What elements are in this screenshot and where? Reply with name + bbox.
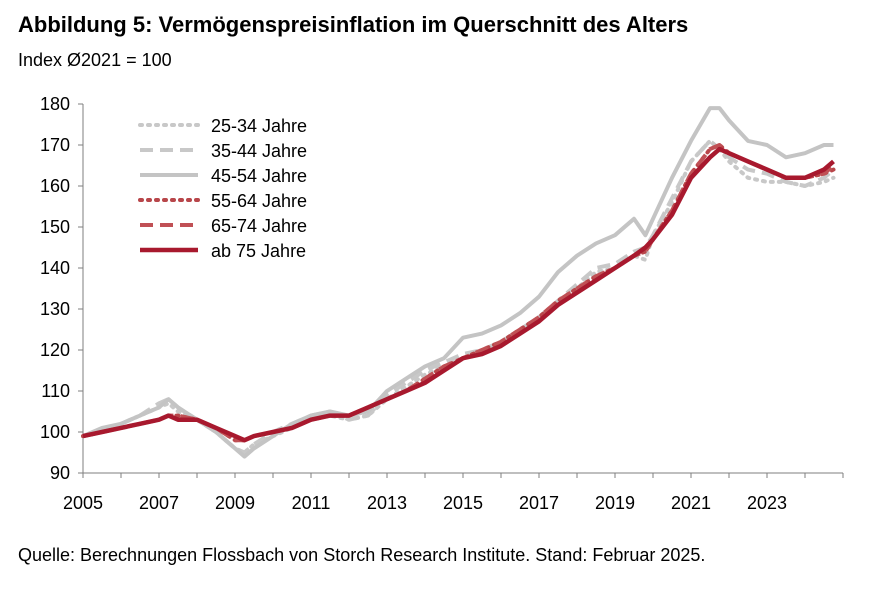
axes: 90 100 110 120 130 140 150 160 170 180 2005 2007 200… [40,94,844,513]
x-tick-label: 2013 [367,493,407,513]
x-tick-label: 2007 [139,493,179,513]
y-tick-label: 130 [40,299,70,319]
legend-label: 35-44 Jahre [211,141,307,161]
index-note: Index Ø2021 = 100 [18,50,172,70]
x-tick-label: 2005 [63,493,103,513]
x-tick-label: 2011 [292,493,331,513]
y-tick-label: 160 [40,176,70,196]
y-tick-label: 90 [50,463,70,483]
legend-label: ab 75 Jahre [211,241,306,261]
series-line [81,143,836,443]
legend-label: 65-74 Jahre [211,216,307,236]
series-line [82,138,835,455]
y-tick-label: 140 [40,258,70,278]
x-tick-label: 2017 [519,493,559,513]
series-line [81,138,836,455]
x-tick-label: 2019 [595,493,635,513]
y-tick-label: 180 [40,94,70,114]
x-tick-label: 2015 [443,493,483,513]
series-line [82,106,834,459]
legend: 25-34 Jahre 35-44 Jahre 45-54 Jahre 55-64 J… [138,116,307,261]
chart-title: Abbildung 5: Vermögenspreisinflation im … [18,12,689,37]
series-line [82,143,835,443]
y-tick-label: 150 [40,217,70,237]
x-tick-label: 2009 [215,493,255,513]
y-tick-label: 120 [40,340,70,360]
source-note: Quelle: Berechnungen Flossbach von Storc… [18,545,706,565]
legend-label: 55-64 Jahre [211,191,307,211]
legend-label: 25-34 Jahre [211,116,307,136]
x-tick-label: 2021 [671,493,711,513]
legend-label: 45-54 Jahre [211,166,307,186]
y-tick-label: 170 [40,135,70,155]
series-lines [81,106,836,459]
y-tick-label: 100 [40,422,70,442]
y-tick-label: 110 [41,381,70,401]
series-line [82,146,835,443]
x-tick-label: 2023 [747,493,787,513]
